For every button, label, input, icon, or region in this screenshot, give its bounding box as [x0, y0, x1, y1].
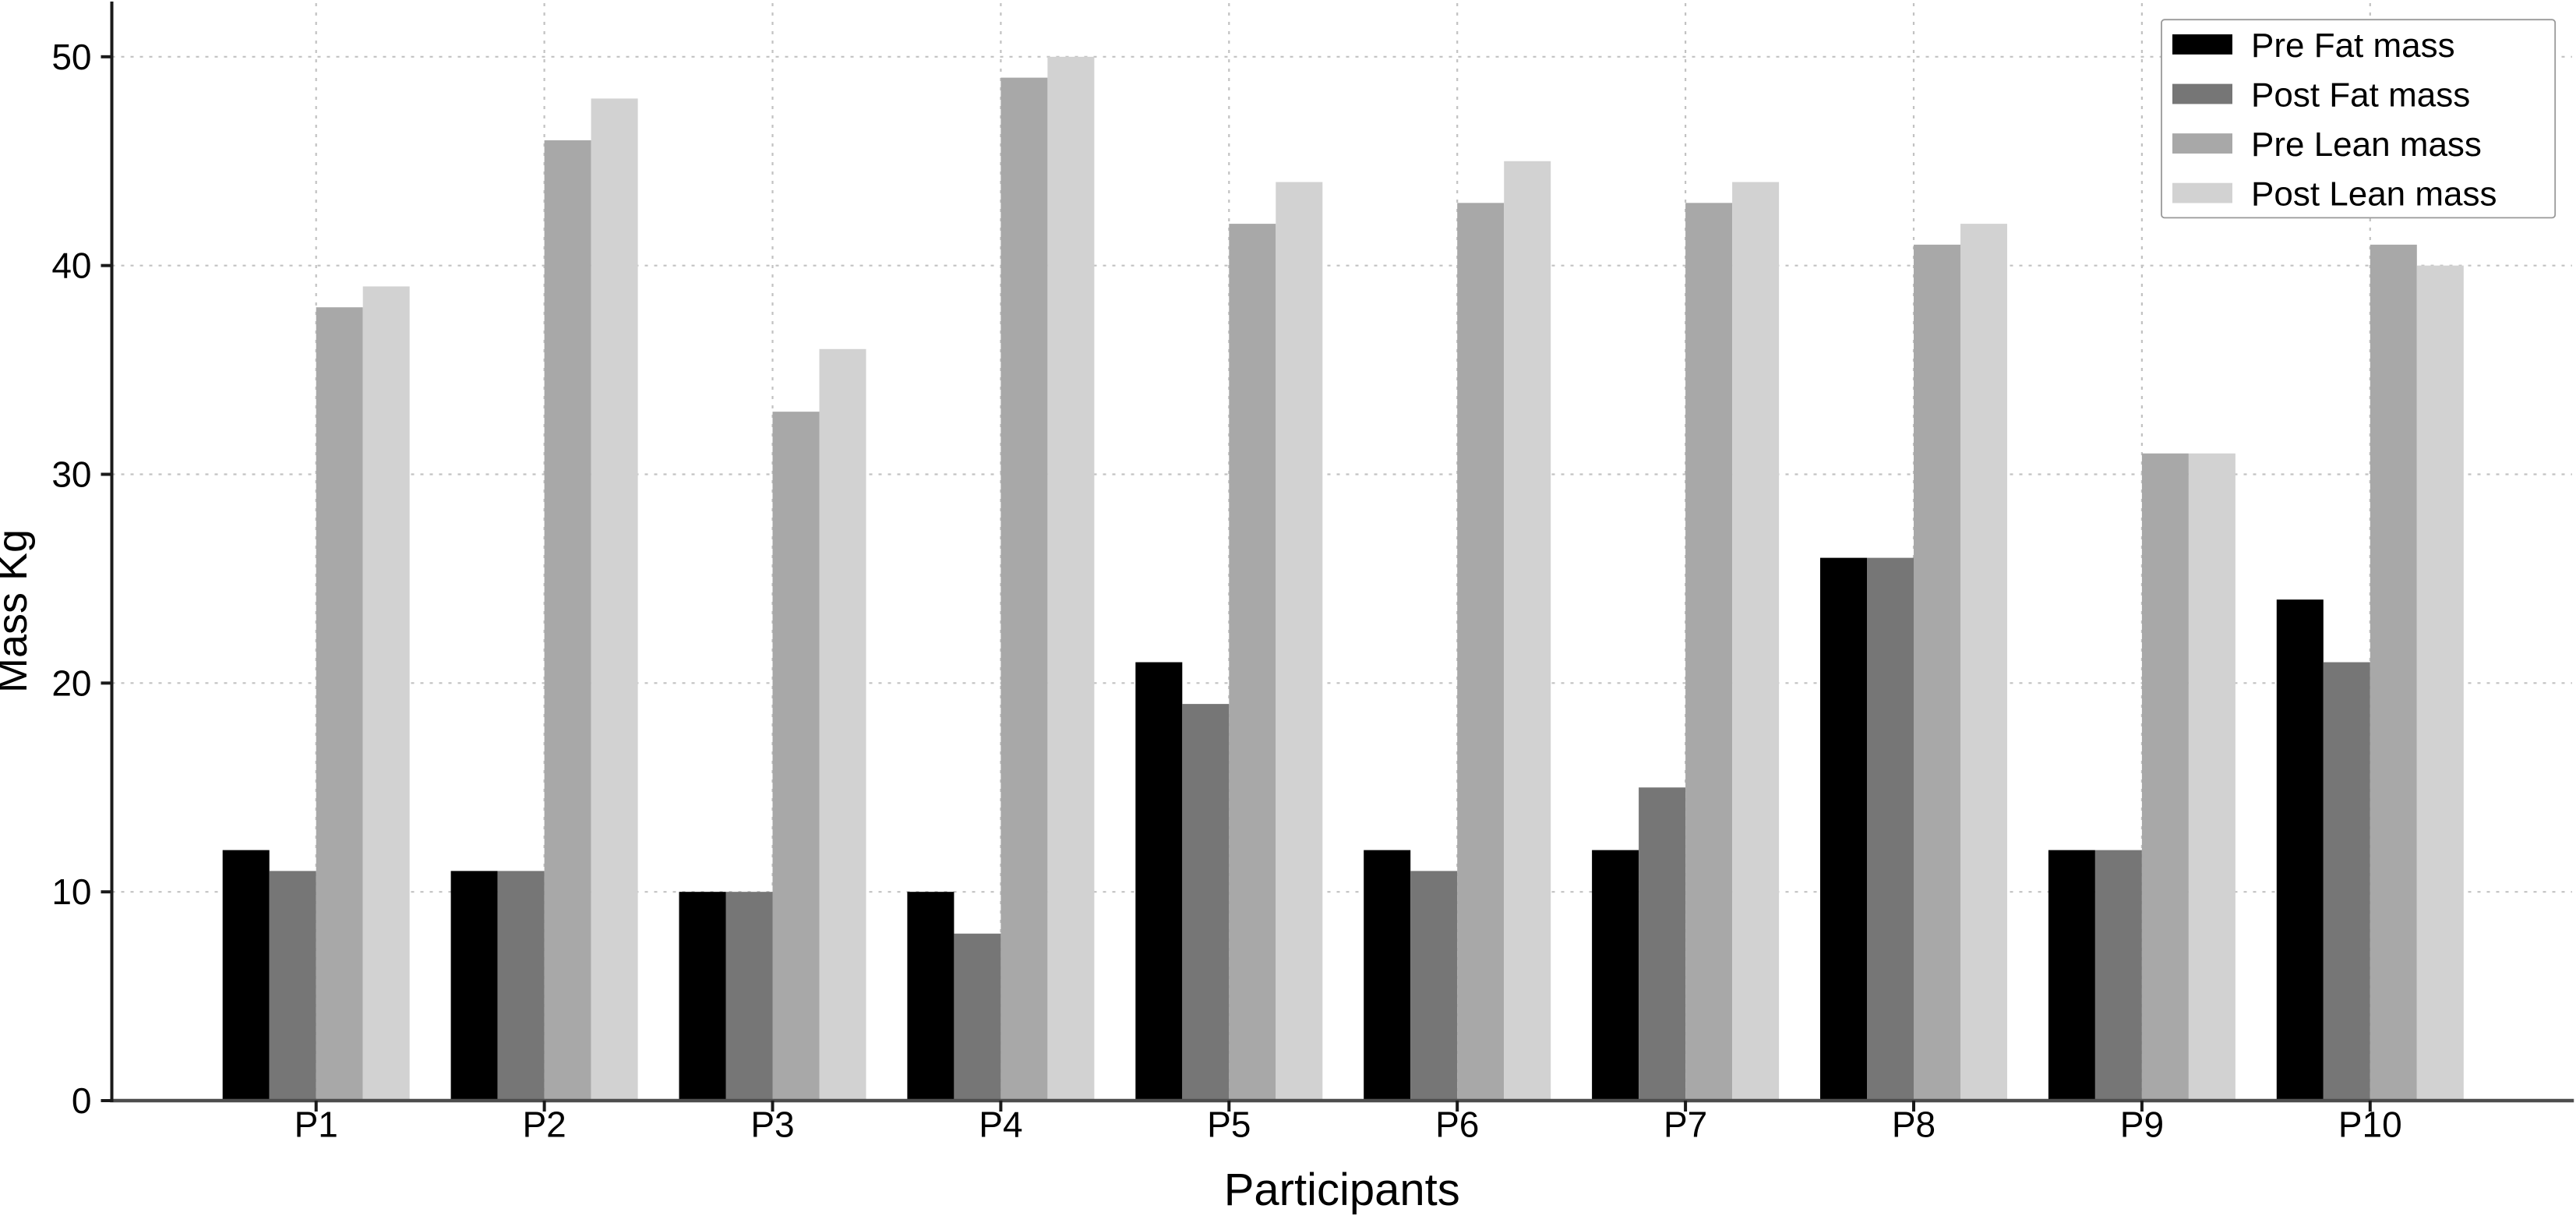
svg-text:Participants: Participants [1224, 1165, 1460, 1215]
svg-text:40: 40 [51, 246, 91, 286]
svg-text:P7: P7 [1664, 1105, 1707, 1145]
svg-text:P2: P2 [522, 1105, 566, 1145]
svg-text:30: 30 [51, 454, 91, 495]
svg-text:Post Fat mass: Post Fat mass [2251, 76, 2470, 115]
svg-text:P6: P6 [1435, 1105, 1479, 1145]
svg-text:Pre Fat mass: Pre Fat mass [2251, 27, 2455, 65]
svg-text:Pre Lean mass: Pre Lean mass [2251, 125, 2482, 164]
svg-text:0: 0 [72, 1080, 92, 1121]
svg-text:10: 10 [51, 871, 91, 912]
svg-text:P8: P8 [1892, 1105, 1936, 1145]
svg-text:20: 20 [51, 663, 91, 703]
svg-text:P9: P9 [2120, 1105, 2164, 1145]
svg-text:Mass Kg: Mass Kg [0, 529, 36, 693]
svg-text:P1: P1 [295, 1105, 338, 1145]
svg-text:P10: P10 [2338, 1105, 2402, 1145]
svg-text:P3: P3 [750, 1105, 794, 1145]
svg-text:50: 50 [51, 37, 91, 77]
svg-text:P4: P4 [979, 1105, 1022, 1145]
svg-text:Post Lean mass: Post Lean mass [2251, 175, 2497, 214]
svg-text:P5: P5 [1207, 1105, 1251, 1145]
